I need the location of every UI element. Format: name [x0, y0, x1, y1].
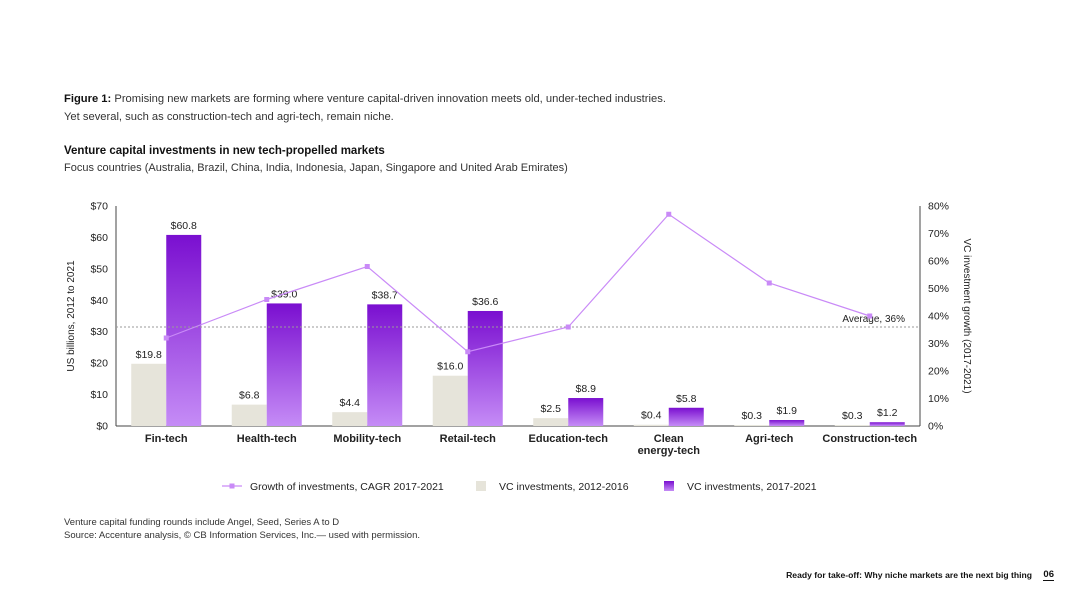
bar-2012-2016: [734, 425, 770, 426]
footer-title: Ready for take-off: Why niche markets ar…: [786, 570, 1032, 580]
y2-tick-label: 50%: [928, 283, 949, 295]
bar-2012-2016-label: $6.8: [239, 390, 260, 402]
footnote: Venture capital funding rounds include A…: [64, 516, 420, 542]
bar-2017-2021: [467, 310, 503, 426]
bar-2012-2016-label: $0.3: [742, 410, 763, 422]
footnote-line-1: Venture capital funding rounds include A…: [64, 517, 340, 528]
bar-2012-2016: [533, 418, 569, 426]
y-tick-label: $0: [96, 421, 108, 433]
bar-2017-2021: [869, 422, 905, 426]
bar-2012-2016-label: $2.5: [541, 403, 562, 415]
growth-point: [867, 313, 873, 319]
growth-point: [264, 297, 270, 302]
bar-2012-2016: [131, 363, 167, 426]
legend-swatch-2017: [664, 481, 674, 491]
x-tick-label: Retail-tech: [440, 433, 497, 445]
bar-2017-2021: [166, 234, 202, 426]
y2-tick-label: 80%: [928, 201, 949, 213]
caption-line-2: Yet several, such as construction-tech a…: [64, 111, 394, 123]
bar-2017-2021: [367, 304, 403, 426]
y2-axis-title: VC investment growth (2017-2021): [961, 238, 972, 393]
bar-2012-2016: [231, 404, 267, 426]
y-tick-label: $70: [90, 201, 108, 213]
bar-2012-2016: [834, 425, 870, 426]
growth-point: [766, 280, 772, 286]
figure-label: Figure 1:: [64, 93, 112, 105]
page-number: 06: [1043, 569, 1054, 581]
bar-2012-2016: [432, 375, 468, 426]
y-tick-label: $40: [90, 295, 108, 307]
bar-2012-2016-label: $19.8: [136, 349, 162, 361]
figure-caption: Figure 1: Promising new markets are form…: [64, 90, 824, 126]
y-tick-label: $10: [90, 389, 108, 401]
y2-tick-label: 0%: [928, 421, 943, 433]
bar-2017-2021-label: $5.8: [676, 393, 697, 405]
x-tick-label: Fin-tech: [145, 433, 188, 445]
chart-subtitle: Focus countries (Australia, Brazil, Chin…: [64, 162, 568, 174]
y2-tick-label: 20%: [928, 366, 949, 378]
y2-tick-label: 30%: [928, 338, 949, 350]
bar-2012-2016: [633, 424, 669, 426]
bar-2012-2016: [332, 412, 368, 426]
bar-2017-2021-label: $1.2: [877, 407, 898, 419]
y-tick-label: $20: [90, 358, 108, 370]
growth-line: [166, 213, 870, 353]
y2-tick-label: 40%: [928, 311, 949, 323]
bar-2017-2021-label: $38.7: [372, 289, 398, 301]
combo-chart: $0 $10 $20 $30 $40 $50 $60 $70 0% 10% 20% 30% 40% 50%…: [66, 201, 972, 494]
caption-line-1: Promising new markets are forming where …: [114, 93, 666, 105]
bar-2017-2021-label: $8.9: [576, 383, 597, 395]
legend-line-marker: [229, 483, 235, 489]
bar-2017-2021: [668, 407, 704, 426]
legend-swatch-2012: [476, 481, 486, 491]
legend-label-growth: Growth of investments, CAGR 2017-2021: [250, 481, 444, 493]
growth-point: [163, 335, 169, 341]
x-tick-label: Agri-tech: [745, 433, 794, 445]
bar-2017-2021: [568, 398, 604, 426]
chart-title: Venture capital investments in new tech-…: [64, 145, 385, 157]
y-tick-label: $50: [90, 263, 108, 275]
x-tick-label: Health-tech: [237, 433, 297, 445]
average-label: Average, 36%: [842, 314, 905, 325]
bar-2012-2016-label: $16.0: [437, 361, 463, 373]
x-tick-label: Clean: [654, 433, 684, 445]
growth-point: [364, 264, 370, 269]
bar-2017-2021-label: $36.6: [472, 296, 498, 308]
growth-point: [465, 349, 471, 355]
footnote-source: Source: Accenture analysis, © CB Informa…: [64, 530, 421, 541]
growth-point: [666, 211, 672, 217]
y2-tick-label: 60%: [928, 256, 949, 268]
legend-label-2012: VC investments, 2012-2016: [499, 481, 629, 493]
x-tick-label: Construction-tech: [822, 433, 917, 445]
y-axis-title: US billions, 2012 to 2021: [66, 260, 77, 372]
y2-tick-label: 70%: [928, 228, 949, 240]
y-tick-label: $60: [90, 232, 108, 244]
bar-2012-2016-label: $0.3: [842, 410, 863, 422]
x-tick-label: Education-tech: [529, 433, 609, 445]
bar-2012-2016-label: $4.4: [340, 397, 361, 409]
bar-2017-2021: [266, 303, 302, 426]
bar-2017-2021-label: $60.8: [171, 220, 197, 232]
y-tick-label: $30: [90, 326, 108, 338]
x-tick-label: Mobility-tech: [333, 433, 401, 445]
legend-label-2017: VC investments, 2017-2021: [687, 481, 817, 493]
bar-2012-2016-label: $0.4: [641, 410, 662, 422]
y2-tick-label: 10%: [928, 393, 949, 405]
bar-2017-2021: [769, 420, 805, 426]
bar-2017-2021-label: $1.9: [777, 405, 798, 417]
growth-point: [565, 324, 571, 330]
x-tick-label: energy-tech: [638, 445, 701, 457]
